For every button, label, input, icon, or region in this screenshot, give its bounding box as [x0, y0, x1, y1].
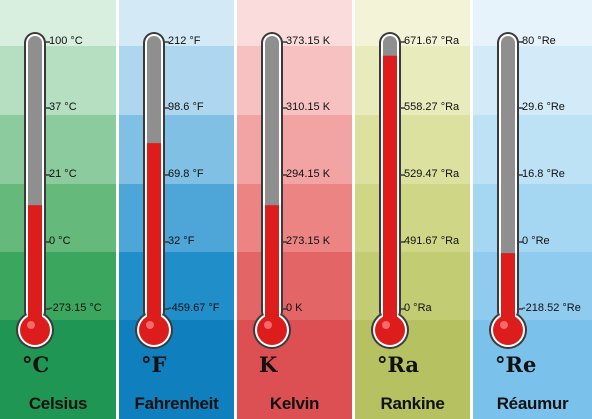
background-band: [237, 115, 352, 184]
scale-column-rankine: 671.67 °Ra 558.27 °Ra 529.47 °Ra 491.67 °Ra…: [355, 0, 470, 419]
tick-label: 294.15 K: [286, 168, 331, 180]
background-band: [473, 115, 592, 184]
background-band: [473, 46, 592, 115]
background-band: [473, 184, 592, 252]
mercury-column: [28, 205, 42, 322]
tick-label: -459.67 °F: [168, 302, 220, 314]
thermometer: [135, 32, 173, 349]
tick-label: 671.67 °Ra: [404, 35, 460, 47]
background-band: [0, 46, 116, 115]
background-band: [355, 252, 470, 320]
thermometer-bulb: [493, 315, 523, 345]
background-band: [237, 46, 352, 115]
tick-label: 212 °F: [168, 35, 201, 47]
tick-label: 0 °C: [49, 235, 71, 247]
scale-symbol: K: [259, 352, 278, 377]
scale-name: Rankine: [380, 394, 445, 413]
mercury-column: [265, 205, 279, 322]
tick-label: -218.52 °Re: [522, 302, 581, 314]
tick-label: -273.15 °C: [49, 302, 102, 314]
scale-column-celsius: 100 °C 37 °C 21 °C 0 °C -273.15 °C °C Celsius: [0, 0, 116, 419]
background-band: [0, 252, 116, 320]
background-band: [237, 252, 352, 320]
scale-name: Kelvin: [269, 394, 320, 413]
tick-label: 100 °C: [49, 35, 83, 47]
thermometer-bulb: [20, 315, 50, 345]
scale-symbol: °Re: [495, 352, 537, 377]
tick-label: 310.15 K: [286, 101, 331, 113]
scale-name: Celsius: [28, 394, 88, 413]
bulb-highlight: [382, 321, 390, 329]
scale-symbol: °C: [22, 352, 50, 377]
tick-label: 273.15 K: [286, 235, 331, 247]
tick-label: 373.15 K: [286, 35, 331, 47]
scale-column-kelvin: 373.15 K 310.15 K 294.15 K 273.15 K 0 K K Kelv…: [237, 0, 352, 419]
tick-label: 16.8 °Re: [522, 168, 565, 180]
mercury-column: [501, 253, 515, 322]
scale-symbol: °F: [141, 352, 167, 377]
thermometer: [253, 32, 291, 349]
thermometer-bulb: [375, 315, 405, 345]
tick-label: 21 °C: [49, 168, 77, 180]
tick-label: 529.47 °Ra: [404, 168, 460, 180]
tick-label: 491.67 °Ra: [404, 235, 460, 247]
background-band: [119, 184, 234, 252]
thermometer: [16, 32, 54, 349]
background-band: [473, 252, 592, 320]
thermometer-bulb: [139, 315, 169, 345]
thermometer: [371, 32, 409, 349]
background-band: [119, 46, 234, 115]
background-band: [473, 0, 592, 46]
bulb-highlight: [27, 321, 35, 329]
tick-label: 80 °Re: [522, 35, 556, 47]
thermometer: [489, 32, 527, 349]
background-band: [237, 0, 352, 46]
background-band: [237, 184, 352, 252]
bulb-highlight: [500, 321, 508, 329]
thermometer-bulb: [257, 315, 287, 345]
background-band: [119, 252, 234, 320]
bulb-highlight: [264, 321, 272, 329]
scale-name: Réaumur: [496, 394, 569, 413]
scale-column-fahrenheit: 212 °F 98.6 °F 69.8 °F 32 °F -459.67 °F °F Fah…: [119, 0, 234, 419]
background-band: [355, 0, 470, 46]
tick-label: 37 °C: [49, 101, 77, 113]
background-band: [0, 115, 116, 184]
tick-label: 32 °F: [168, 235, 195, 247]
tick-label: 69.8 °F: [168, 168, 204, 180]
mercury-column: [147, 143, 161, 322]
background-band: [355, 46, 470, 115]
thermometer-tube: [501, 36, 515, 318]
tick-label: 29.6 °Re: [522, 101, 565, 113]
background-band: [355, 115, 470, 184]
background-band: [119, 115, 234, 184]
tick-label: 0 °Ra: [404, 302, 432, 314]
tick-label: 0 K: [286, 302, 303, 314]
mercury-column: [383, 55, 397, 323]
background-band: [0, 184, 116, 252]
background-band: [0, 0, 116, 46]
background-band: [119, 0, 234, 46]
bulb-highlight: [146, 321, 154, 329]
tick-label: 98.6 °F: [168, 101, 204, 113]
scale-symbol: °Ra: [377, 352, 420, 377]
scale-name: Fahrenheit: [134, 394, 219, 413]
tick-label: 558.27 °Ra: [404, 101, 460, 113]
tick-label: 0 °Re: [522, 235, 550, 247]
scale-column-raumur: 80 °Re 29.6 °Re 16.8 °Re 0 °Re -218.52 °Re °R…: [473, 0, 592, 419]
background-band: [355, 184, 470, 252]
